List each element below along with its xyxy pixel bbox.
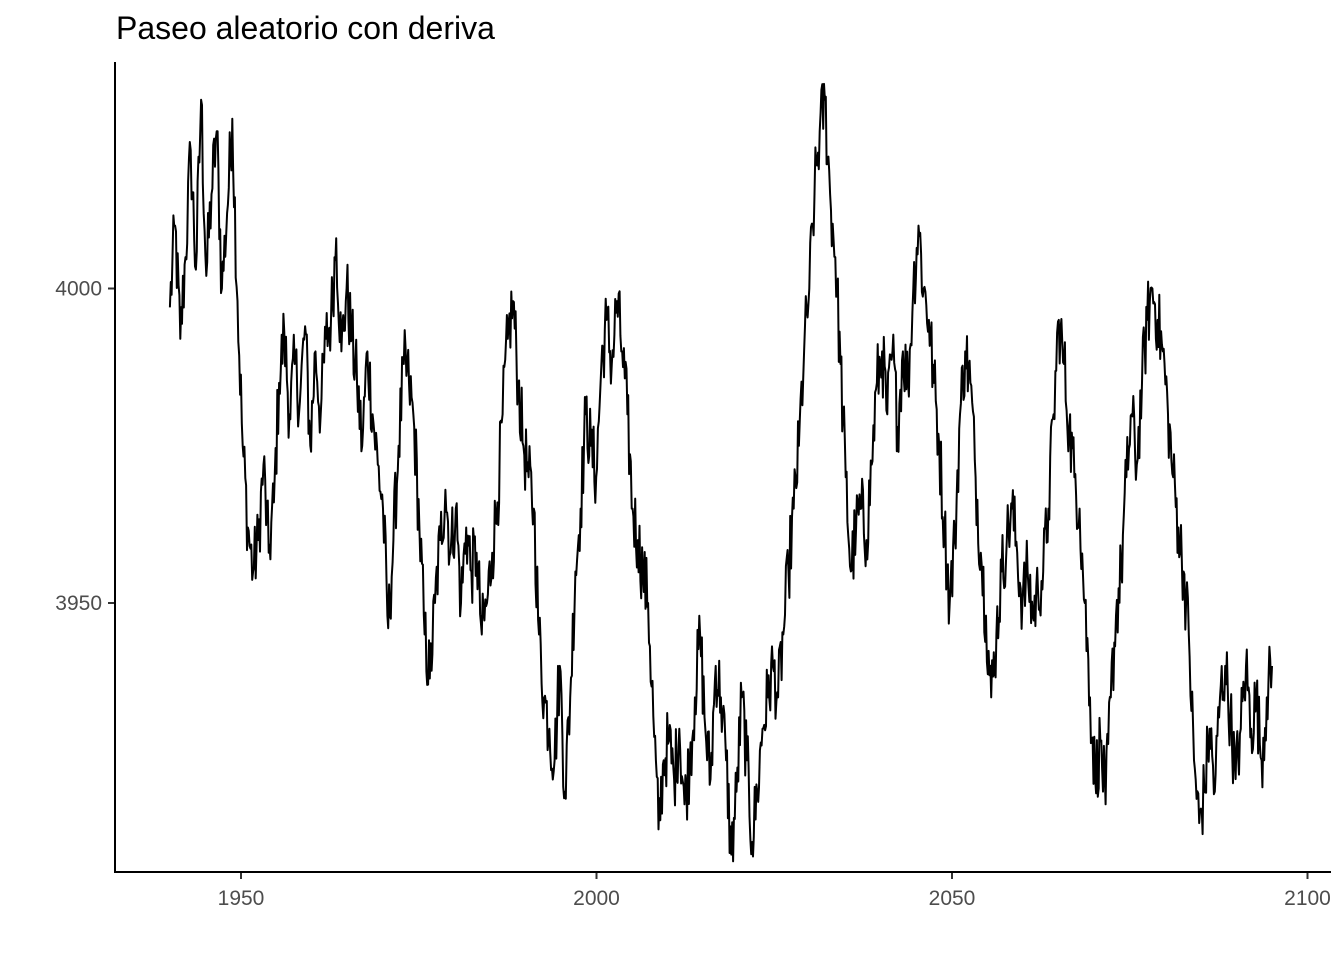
- y-axis-ticks: 3950 4000: [55, 278, 115, 615]
- chart-title: Paseo aleatorio con deriva: [116, 10, 495, 46]
- x-tick-label: 1950: [218, 887, 265, 910]
- x-tick-label: 2050: [929, 887, 976, 910]
- x-axis-ticks: 1950 2000 2050 2100: [218, 872, 1331, 910]
- x-tick-label: 2000: [573, 887, 620, 910]
- y-tick-label: 3950: [55, 592, 102, 615]
- y-tick-label: 4000: [55, 278, 102, 301]
- series-line: [168, 82, 1273, 863]
- x-tick-label: 2100: [1284, 887, 1331, 910]
